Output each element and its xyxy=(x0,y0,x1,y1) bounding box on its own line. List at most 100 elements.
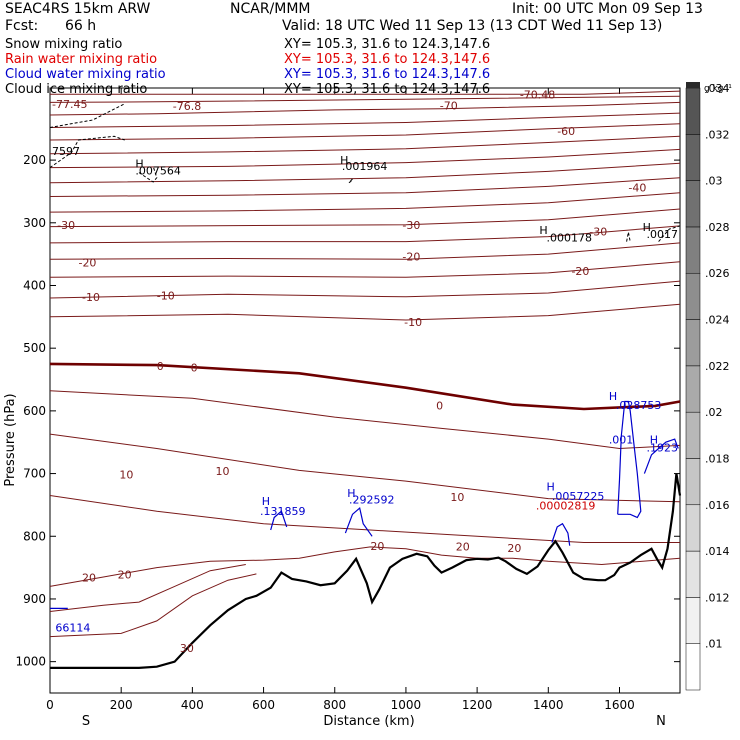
isotherm-label: -70.48 xyxy=(520,89,555,102)
cloud-water-label: H xyxy=(609,390,617,403)
colorbar-swatch xyxy=(685,504,701,552)
cloud-water-line xyxy=(617,400,642,519)
colorbar-tick-label: .026 xyxy=(705,267,730,280)
cloud-water-label: .131859 xyxy=(260,505,306,518)
isotherm-label: -10 xyxy=(404,316,422,329)
x-tick-label: 1000 xyxy=(391,698,422,712)
cloud-water-label: 66114 xyxy=(55,622,90,635)
cloud-water-label: .001 xyxy=(609,433,634,446)
forecast-label: Fcst: xyxy=(5,18,39,34)
cloud-water-label: .0057225 xyxy=(552,490,605,503)
isotherm-label: 0 xyxy=(436,400,443,413)
cloud-water-label: H xyxy=(547,480,555,493)
cloud-ice-label: H xyxy=(539,224,547,237)
isotherm-label: 0 xyxy=(157,360,164,373)
cloud-ice-label: .000178 xyxy=(547,232,593,245)
colorbar-swatch xyxy=(685,134,701,181)
cloud-ice-label: H xyxy=(340,154,348,167)
colorbar: .01 .012 .014 .016 .018 .02 .022 .024 .026 .028 .0… xyxy=(685,82,732,691)
cloud-ice-line xyxy=(348,178,353,184)
isotherm-line xyxy=(49,261,681,278)
isotherm-label: 0 xyxy=(191,361,198,374)
isotherm-label: -20 xyxy=(571,265,589,278)
cloud-ice-line xyxy=(49,135,125,169)
field-name-rain: Rain water mixing ratio xyxy=(5,52,158,67)
isotherm-label: -20 xyxy=(402,250,420,263)
isotherm-label: 30 xyxy=(180,642,194,655)
isotherm-label: 10 xyxy=(450,491,464,504)
isotherm-label: 20 xyxy=(370,540,384,553)
colorbar-tick-label: .024 xyxy=(705,314,730,327)
valid-time: Valid: 18 UTC Wed 11 Sep 13 (13 CDT Wed … xyxy=(282,18,663,34)
isotherm-line xyxy=(49,242,681,260)
south-endpoint-label: S xyxy=(82,714,90,729)
temperature-contours xyxy=(49,90,681,638)
model-title: SEAC4RS 15km ARW xyxy=(5,1,151,17)
colorbar-swatch xyxy=(685,319,701,367)
isotherm-label: 10 xyxy=(119,469,133,482)
cloud-ice-label: H xyxy=(643,221,651,234)
field-name-cloud-ice: Cloud ice mixing ratio xyxy=(5,82,148,97)
field-xy-cloud-water: XY= 105.3, 31.6 to 124.3,147.6 xyxy=(284,67,491,82)
isotherm-label: -10 xyxy=(82,291,100,304)
colorbar-swatch xyxy=(685,550,701,598)
cloud-water-label: .1923 xyxy=(647,442,679,455)
isotherm-line xyxy=(49,192,681,213)
north-endpoint-label: N xyxy=(656,714,666,729)
isotherm-line xyxy=(49,280,681,299)
isotherm-label: -76.8 xyxy=(173,100,201,113)
colorbar-tick-label: .034 xyxy=(705,82,730,95)
isotherm-label: -70 xyxy=(440,99,458,112)
isotherm-line xyxy=(49,148,681,169)
colorbar-swatch xyxy=(685,365,701,413)
isotherm-line xyxy=(49,546,681,587)
cloud-ice-line xyxy=(626,232,631,242)
isotherm-line xyxy=(49,390,681,450)
cloud-water-line xyxy=(551,522,571,546)
cloud-ice-label: .007564 xyxy=(135,165,181,178)
colorbar-swatch xyxy=(685,411,701,459)
colorbar-tick-label: .01 xyxy=(705,638,723,651)
field-name-cloud-water: Cloud water mixing ratio xyxy=(5,67,166,82)
cloud-water-label: H xyxy=(347,487,355,500)
cloud-ice-label: .0017 xyxy=(647,228,679,241)
contour-labels: -77.45 -76.8 -70 -70.48 -60 -40 -30 -30 -30 -20 -2… xyxy=(52,89,678,656)
y-tick-label: 700 xyxy=(23,467,46,481)
colorbar-tick-label: .018 xyxy=(705,452,730,465)
x-axis-label: Distance (km) xyxy=(323,714,414,729)
cloud-ice-label: H xyxy=(135,158,143,171)
colorbar-swatch xyxy=(685,226,701,274)
field-name-snow: Snow mixing ratio xyxy=(5,37,123,52)
cloud-ice-contours xyxy=(49,103,681,242)
isotherm-label: 10 xyxy=(216,465,230,478)
colorbar-swatch xyxy=(685,272,701,320)
colorbar-tick-label: .012 xyxy=(705,591,730,604)
colorbar-swatch xyxy=(685,87,701,135)
isotherm-line xyxy=(49,433,681,503)
isotherm-label: -30 xyxy=(57,219,75,232)
center-label: NCAR/MMM xyxy=(230,1,311,17)
isotherm-line xyxy=(49,208,681,228)
isotherm-label: 20 xyxy=(118,568,132,581)
colorbar-tick-label: .028 xyxy=(705,221,730,234)
y-tick-label: 400 xyxy=(23,278,46,292)
cloud-ice-label: 7597 xyxy=(52,145,80,158)
colorbar-swatch xyxy=(685,643,701,691)
colorbar-swatch xyxy=(685,597,701,644)
colorbar-swatch xyxy=(685,180,701,228)
y-tick-label: 300 xyxy=(23,216,46,230)
x-tick-label: 0 xyxy=(46,698,54,712)
isotherm-line xyxy=(49,564,246,612)
cloud-ice-line xyxy=(658,225,681,242)
isotherm-line xyxy=(49,177,681,197)
y-tick-label: 1000 xyxy=(15,655,46,669)
isotherm-line xyxy=(49,573,257,638)
cloud-water-label: .028753 xyxy=(616,399,662,412)
isotherm-line xyxy=(49,362,681,411)
isotherm-label: -10 xyxy=(157,289,175,302)
cloud-water-line xyxy=(344,506,373,537)
forecast-hour: 66 h xyxy=(65,18,97,34)
y-tick-label: 900 xyxy=(23,592,46,606)
